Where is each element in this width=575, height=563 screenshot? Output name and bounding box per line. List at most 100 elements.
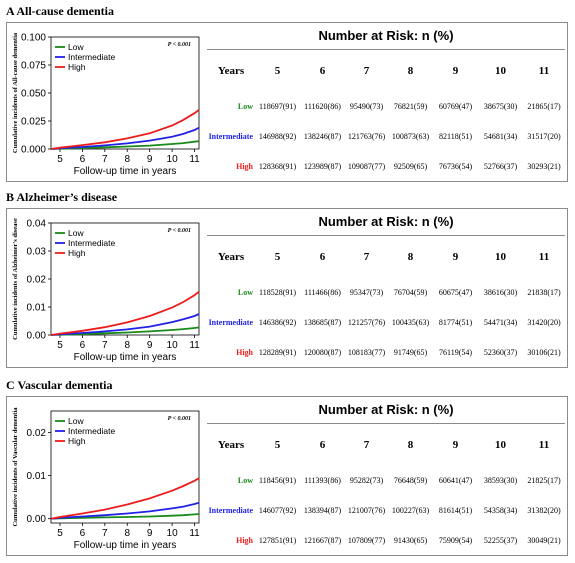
risk-cell: 30293(21) [527,162,561,171]
year-header: 8 [388,49,433,92]
risk-cell: 121763(76) [347,132,386,141]
km-chart-vascular: Cumulative incidents of Vascular dementi… [12,407,200,551]
risk-table-header-row: Years 5 6 7 8 9 10 11 [207,423,565,466]
risk-cell: 76704(59) [393,288,428,297]
risk-table-header-row: Years 5 6 7 8 9 10 11 [207,235,565,278]
y-tick-label: 0.01 [27,471,47,482]
series-line-intermediate [50,501,200,520]
p-value-annotation: P < 0.001 [168,228,191,234]
x-tick-label: 6 [80,340,86,351]
x-tick-label: 9 [147,528,153,539]
risk-row-label: Intermediate [208,506,253,515]
x-tick-label: 9 [147,340,153,351]
x-tick-label: 5 [57,528,63,539]
risk-row-low: Low 118697(91) 111620(86) 95490(73) 76821(59… [207,92,565,122]
risk-row-low: Low 118528(91) 111466(86) 95347(73) 76704(59… [207,278,565,308]
year-header: 10 [478,49,523,92]
risk-cell: 146386(92) [258,318,297,327]
risk-cell: 91430(65) [393,536,428,545]
y-tick-label: 0.00 [27,331,47,342]
year-header: 9 [433,235,478,278]
x-tick-label: 5 [57,154,63,165]
series-line-high [50,477,200,520]
risk-table-title: Number at Risk: n (%) [318,402,454,417]
risk-cell: 138685(87) [303,318,342,327]
plot-frame [50,410,200,524]
year-header: 5 [255,235,300,278]
risk-cell: 75909(54) [438,536,473,545]
x-axis-label: Follow-up time in years [74,540,177,551]
risk-cell: 54471(34) [483,318,518,327]
year-header: 6 [300,49,345,92]
series-line-high [50,109,200,150]
risk-row-label: High [236,162,253,171]
year-header: 11 [523,235,565,278]
legend-label-low: Low [68,228,84,238]
km-chart-alzheimers: Cumulative incidents of Alzheimer's dise… [12,218,200,363]
risk-cell: 54681(34) [483,132,518,141]
risk-cell: 38593(30) [483,476,518,485]
years-header: Years [207,49,255,92]
x-tick-label: 9 [147,154,153,165]
risk-cell: 91749(65) [393,348,428,357]
x-tick-label: 10 [167,154,179,165]
year-header: 11 [523,423,565,466]
risk-table-title: Number at Risk: n (%) [318,28,454,43]
risk-row-label: Low [237,288,253,297]
risk-cell: 60641(47) [438,476,473,485]
x-axis-label: Follow-up time in years [74,166,177,177]
risk-row-label: Intermediate [208,318,253,327]
risk-row-high: High 128368(91) 123989(87) 109087(77) 92509(… [207,152,565,182]
risk-cell: 76736(54) [438,162,473,171]
years-header: Years [207,235,255,278]
risk-table: Years 5 6 7 8 9 10 11 Low 118456(91) 111393(86) 952… [207,423,565,556]
legend-label-intermediate: Intermediate [68,238,116,248]
legend-label-high: High [68,248,86,258]
risk-cell: 100227(63) [391,506,430,515]
panel-title-a: A All-cause dementia [6,4,114,18]
risk-cell: 21825(17) [527,476,561,485]
x-tick-label: 11 [189,154,200,165]
legend-label-intermediate: Intermediate [68,52,116,62]
legend-label-low: Low [68,416,84,426]
risk-cell: 109087(77) [347,162,386,171]
risk-cell: 121007(76) [347,506,386,515]
risk-cell: 38616(30) [483,288,518,297]
risk-row-intermediate: Intermediate 146077(92) 138394(87) 121007(7… [207,496,565,526]
year-header: 7 [345,423,388,466]
risk-row-high: High 127851(91) 121667(87) 107809(77) 91430(… [207,526,565,556]
legend-label-low: Low [68,42,84,52]
x-tick-label: 10 [167,528,179,539]
risk-cell: 146988(92) [258,132,297,141]
y-tick-label: 0.01 [27,303,47,314]
risk-row-high: High 128289(91) 120080(87) 108183(77) 91749(… [207,338,565,368]
x-tick-label: 7 [102,154,108,165]
risk-cell: 121257(76) [347,318,386,327]
year-header: 6 [300,235,345,278]
year-header: 5 [255,423,300,466]
risk-cell: 127851(91) [258,536,297,545]
y-tick-label: 0.00 [27,514,47,525]
x-tick-label: 10 [167,340,179,351]
risk-row-label: High [236,536,253,545]
risk-cell: 138394(87) [303,506,342,515]
risk-cell: 123989(87) [303,162,342,171]
y-tick-label: 0.100 [21,33,46,44]
risk-table: Years 5 6 7 8 9 10 11 Low 118697(91) 111620(86) 954… [207,49,565,182]
x-tick-label: 11 [189,340,200,351]
risk-cell: 95347(73) [349,288,384,297]
x-tick-label: 7 [102,528,108,539]
risk-cell: 76821(59) [393,102,428,111]
risk-row-intermediate: Intermediate 146386(92) 138685(87) 121257(7… [207,308,565,338]
risk-cell: 38675(30) [483,102,518,111]
panel-alzheimers-disease: Cumulative incidents of Alzheimer's dise… [6,208,568,368]
y-tick-label: 0.02 [27,275,47,286]
risk-cell: 31517(20) [527,132,561,141]
risk-cell: 21838(17) [527,288,561,297]
risk-cell: 111620(86) [304,102,341,111]
series-line-intermediate [50,126,200,150]
risk-cell: 120080(87) [303,348,342,357]
legend-label-high: High [68,436,86,446]
risk-cell: 100873(63) [391,132,430,141]
y-tick-label: 0.04 [27,219,47,230]
